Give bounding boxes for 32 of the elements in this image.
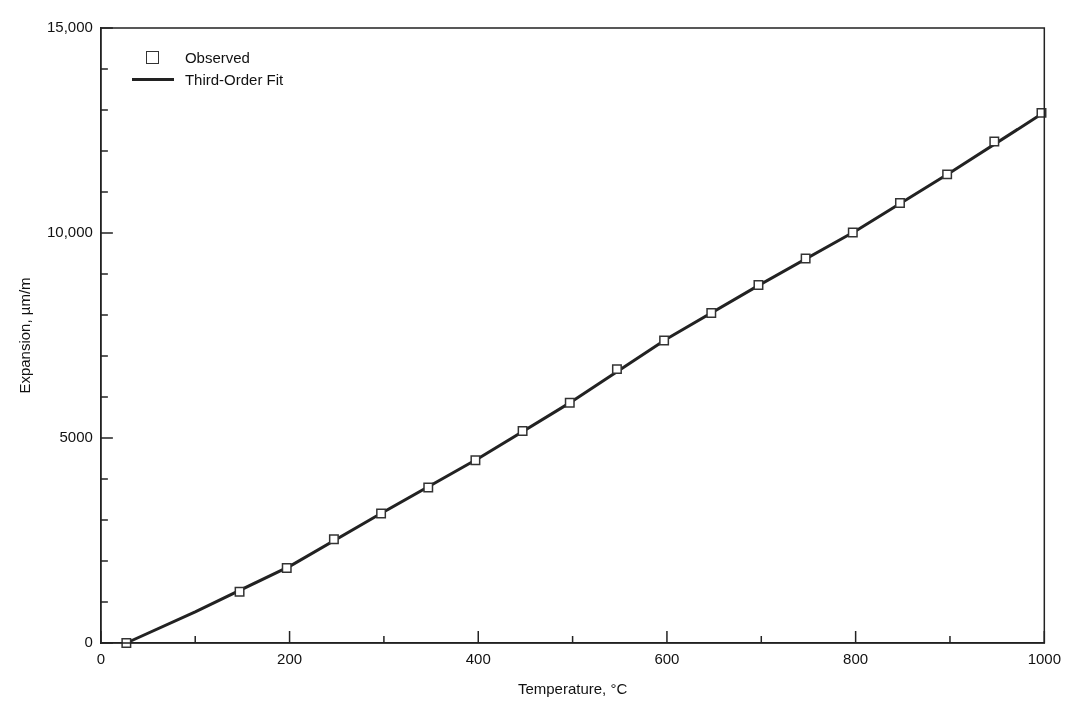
point (942, 169, 953, 180)
x-tick-label: 0 (96, 650, 106, 668)
point (847, 227, 858, 238)
y-axis-title: Expansion, µm/m (16, 277, 34, 394)
point (234, 586, 245, 597)
point (470, 455, 481, 466)
x-tick-label: 600 (654, 650, 680, 668)
y-tick-label: 15,000 (46, 18, 93, 36)
point (1036, 107, 1047, 118)
y-tick-label: 10,000 (46, 223, 93, 241)
point (281, 562, 292, 573)
x-axis-title: Temperature, °C (517, 680, 628, 698)
x-tick-label: 1000 (1027, 650, 1061, 668)
point (564, 397, 575, 408)
x-tick-label: 400 (465, 650, 491, 668)
x-tick-label: 800 (843, 650, 869, 668)
point (706, 307, 717, 318)
point (517, 426, 528, 437)
point (423, 482, 434, 493)
point (376, 508, 387, 519)
point (989, 136, 1000, 147)
x-tick-label: 200 (277, 650, 303, 668)
point (800, 253, 811, 264)
point (659, 335, 670, 346)
legend-label: Third-Order Fit (184, 70, 284, 88)
point (328, 534, 339, 545)
y-tick-label: 0 (84, 633, 93, 651)
y-tick-label: 5000 (59, 428, 93, 446)
legend-label: Observed (184, 48, 250, 66)
point (611, 364, 622, 375)
point (894, 198, 905, 209)
point (753, 280, 764, 291)
